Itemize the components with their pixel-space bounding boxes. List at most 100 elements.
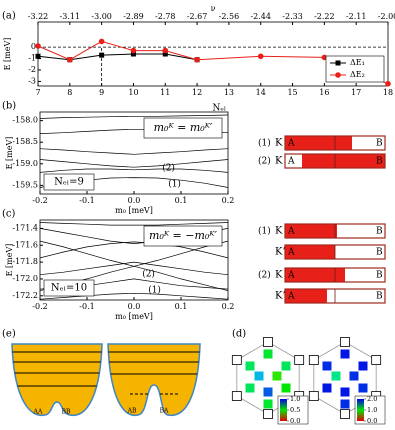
site <box>231 355 242 365</box>
x-tick-label: 0.1 <box>175 196 188 205</box>
x-axis-label: m₀ [meV] <box>115 312 153 321</box>
equation: m₀ᴷ = m₀ᴷ′ <box>154 121 213 134</box>
x2-tick-label: -2.22 <box>314 12 335 21</box>
series-line <box>37 53 198 61</box>
site <box>308 355 319 365</box>
x-tick-label: 14 <box>256 88 266 97</box>
bar-segment <box>345 268 385 282</box>
site <box>371 355 382 365</box>
x2-tick-label: -2.44 <box>250 12 271 21</box>
segment-label: B <box>376 271 383 281</box>
x-tick-label: 0.2 <box>222 302 235 311</box>
x2-tick-label: -2.89 <box>123 12 144 21</box>
legend-box <box>325 55 385 83</box>
series-line <box>39 222 229 226</box>
panel-label: (d) <box>232 329 246 340</box>
row-label: K’ <box>275 291 286 302</box>
series-line <box>39 148 229 155</box>
panel-label: (b) <box>2 101 16 112</box>
y-tick-label: -171.6 <box>12 240 38 249</box>
levels-left <box>12 351 102 387</box>
series-line <box>39 292 229 300</box>
x-tick-label: 7 <box>35 88 40 97</box>
y-tick-label: -3 <box>28 76 36 85</box>
equation: m₀ᴷ = −m₀ᴷ′ <box>149 229 217 242</box>
row-label: K <box>275 226 283 237</box>
site <box>308 391 319 401</box>
curve-label: (1) <box>148 285 161 296</box>
segment-label: B <box>376 248 383 258</box>
series-line <box>39 261 229 276</box>
x2-tick-label: -2.67 <box>187 12 208 21</box>
colorbar-label: 0.0 <box>290 417 300 425</box>
x2-tick-label: -3.11 <box>60 12 81 21</box>
panel-label: (e) <box>2 329 16 340</box>
x-tick-label: 9 <box>99 88 104 97</box>
group-label: (2) <box>258 156 271 167</box>
nel-box <box>43 173 95 191</box>
site <box>340 409 350 419</box>
site <box>231 391 242 401</box>
site-value <box>340 349 350 359</box>
y-tick-label: -158.5 <box>12 137 38 146</box>
bar-segment <box>285 268 345 282</box>
x2-tick-label: -3.00 <box>91 12 112 21</box>
x-tick-label: 18 <box>383 88 393 97</box>
bar-segment <box>327 289 385 303</box>
segment-label: B <box>376 139 383 149</box>
marker <box>257 53 264 60</box>
x2-tick-label: -2.78 <box>155 12 176 21</box>
marker <box>130 51 136 57</box>
y-tick-label: -172.2 <box>12 291 38 300</box>
y-tick-label: -2 <box>28 65 36 74</box>
x-tick-label: 17 <box>351 88 361 97</box>
legend-marker <box>335 60 341 66</box>
series-line <box>39 241 229 259</box>
colorbar <box>280 399 287 421</box>
legend-label: ΔE₁ <box>350 58 365 67</box>
colorbar-label: 1.0 <box>290 395 300 403</box>
site-label: BB <box>62 409 71 416</box>
x2-tick-label: -2.33 <box>282 12 303 21</box>
site <box>340 337 350 347</box>
nel-label: Nₑₗ=9 <box>54 177 84 188</box>
y-axis-label: E [meV] <box>5 137 14 170</box>
x2-tick-label: -2.00 <box>378 12 395 21</box>
well-diagram <box>11 343 201 417</box>
site-value <box>331 371 341 381</box>
site-value <box>340 387 350 397</box>
series-line <box>39 114 229 119</box>
bar-segment <box>337 224 385 238</box>
x-tick-label: 16 <box>319 88 329 97</box>
marker <box>162 47 169 54</box>
group-label: (2) <box>258 270 271 281</box>
y-tick-label: -159.0 <box>12 159 38 168</box>
x-tick-label: 12 <box>192 88 202 97</box>
x2-axis-label: ν <box>211 4 216 13</box>
x-tick-label: -0.1 <box>79 196 94 205</box>
x-tick-label: 0.0 <box>128 302 141 311</box>
site-value <box>272 371 282 381</box>
equation-box <box>143 117 223 139</box>
segment-label: A <box>287 248 295 258</box>
marker <box>67 56 73 63</box>
bar-segment <box>335 245 385 259</box>
site-value <box>263 349 273 359</box>
series-line <box>39 168 229 173</box>
x-tick-label: 0.0 <box>128 196 141 205</box>
x-axis-label: m₀ [meV] <box>115 206 153 215</box>
x2-tick-label: -2.11 <box>346 12 367 21</box>
series-line <box>39 159 229 168</box>
marker <box>130 47 137 54</box>
group-label: (1) <box>258 226 271 237</box>
x-tick-label: 10 <box>128 88 138 97</box>
segment-label: B <box>376 157 383 167</box>
y-tick-label: -158.0 <box>12 116 38 125</box>
curve-label: (2) <box>142 269 155 280</box>
site-value <box>340 399 350 409</box>
y-tick-label: -171.4 <box>12 223 38 232</box>
site-value <box>245 361 255 371</box>
site-value <box>263 399 273 409</box>
bar-segment <box>352 136 385 150</box>
site-label: AB <box>127 408 137 415</box>
